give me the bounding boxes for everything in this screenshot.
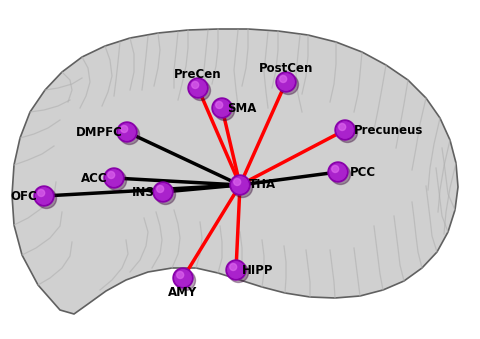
Circle shape: [106, 170, 122, 186]
Circle shape: [330, 164, 346, 180]
Circle shape: [335, 120, 355, 140]
Circle shape: [156, 184, 176, 204]
Circle shape: [212, 98, 232, 118]
Circle shape: [337, 122, 353, 138]
Circle shape: [175, 270, 191, 286]
Text: OFC: OFC: [11, 190, 37, 202]
Circle shape: [232, 177, 248, 193]
Circle shape: [119, 124, 135, 140]
Circle shape: [155, 184, 171, 200]
Circle shape: [156, 185, 164, 193]
Circle shape: [38, 190, 45, 197]
Circle shape: [173, 268, 193, 288]
Circle shape: [214, 100, 230, 116]
Circle shape: [230, 263, 237, 271]
Circle shape: [228, 262, 249, 282]
Circle shape: [339, 123, 346, 131]
Text: SMA: SMA: [228, 101, 257, 115]
Circle shape: [190, 80, 206, 96]
Circle shape: [120, 125, 128, 133]
Circle shape: [234, 179, 240, 185]
Circle shape: [278, 74, 294, 90]
Text: Precuneus: Precuneus: [354, 123, 424, 137]
Circle shape: [188, 78, 208, 98]
Circle shape: [226, 260, 246, 280]
Circle shape: [331, 164, 350, 184]
Circle shape: [215, 100, 235, 120]
Text: PostCen: PostCen: [259, 62, 313, 76]
Circle shape: [176, 271, 195, 291]
Circle shape: [36, 188, 57, 208]
Circle shape: [108, 172, 115, 179]
Text: PreCen: PreCen: [174, 68, 222, 81]
Circle shape: [280, 76, 287, 82]
Text: HIPP: HIPP: [242, 263, 274, 277]
Circle shape: [177, 272, 184, 279]
Circle shape: [232, 178, 252, 198]
Circle shape: [278, 75, 299, 95]
Text: AMY: AMY: [168, 285, 198, 299]
Circle shape: [216, 101, 223, 108]
Circle shape: [34, 186, 54, 206]
Circle shape: [120, 124, 140, 144]
Text: INS: INS: [132, 185, 155, 199]
Circle shape: [230, 175, 250, 195]
Circle shape: [328, 162, 348, 182]
Circle shape: [228, 262, 244, 278]
Circle shape: [107, 171, 127, 191]
Text: THA: THA: [249, 179, 276, 192]
Text: DMPFC: DMPFC: [75, 125, 122, 139]
Text: ACC: ACC: [81, 172, 108, 184]
Circle shape: [117, 122, 137, 142]
Circle shape: [337, 122, 358, 142]
Circle shape: [153, 182, 173, 202]
Circle shape: [36, 188, 52, 204]
Circle shape: [332, 165, 339, 173]
Circle shape: [192, 81, 199, 88]
Circle shape: [191, 80, 211, 100]
Circle shape: [104, 168, 124, 188]
Text: PCC: PCC: [350, 165, 376, 179]
Circle shape: [276, 72, 296, 92]
Polygon shape: [12, 29, 458, 314]
